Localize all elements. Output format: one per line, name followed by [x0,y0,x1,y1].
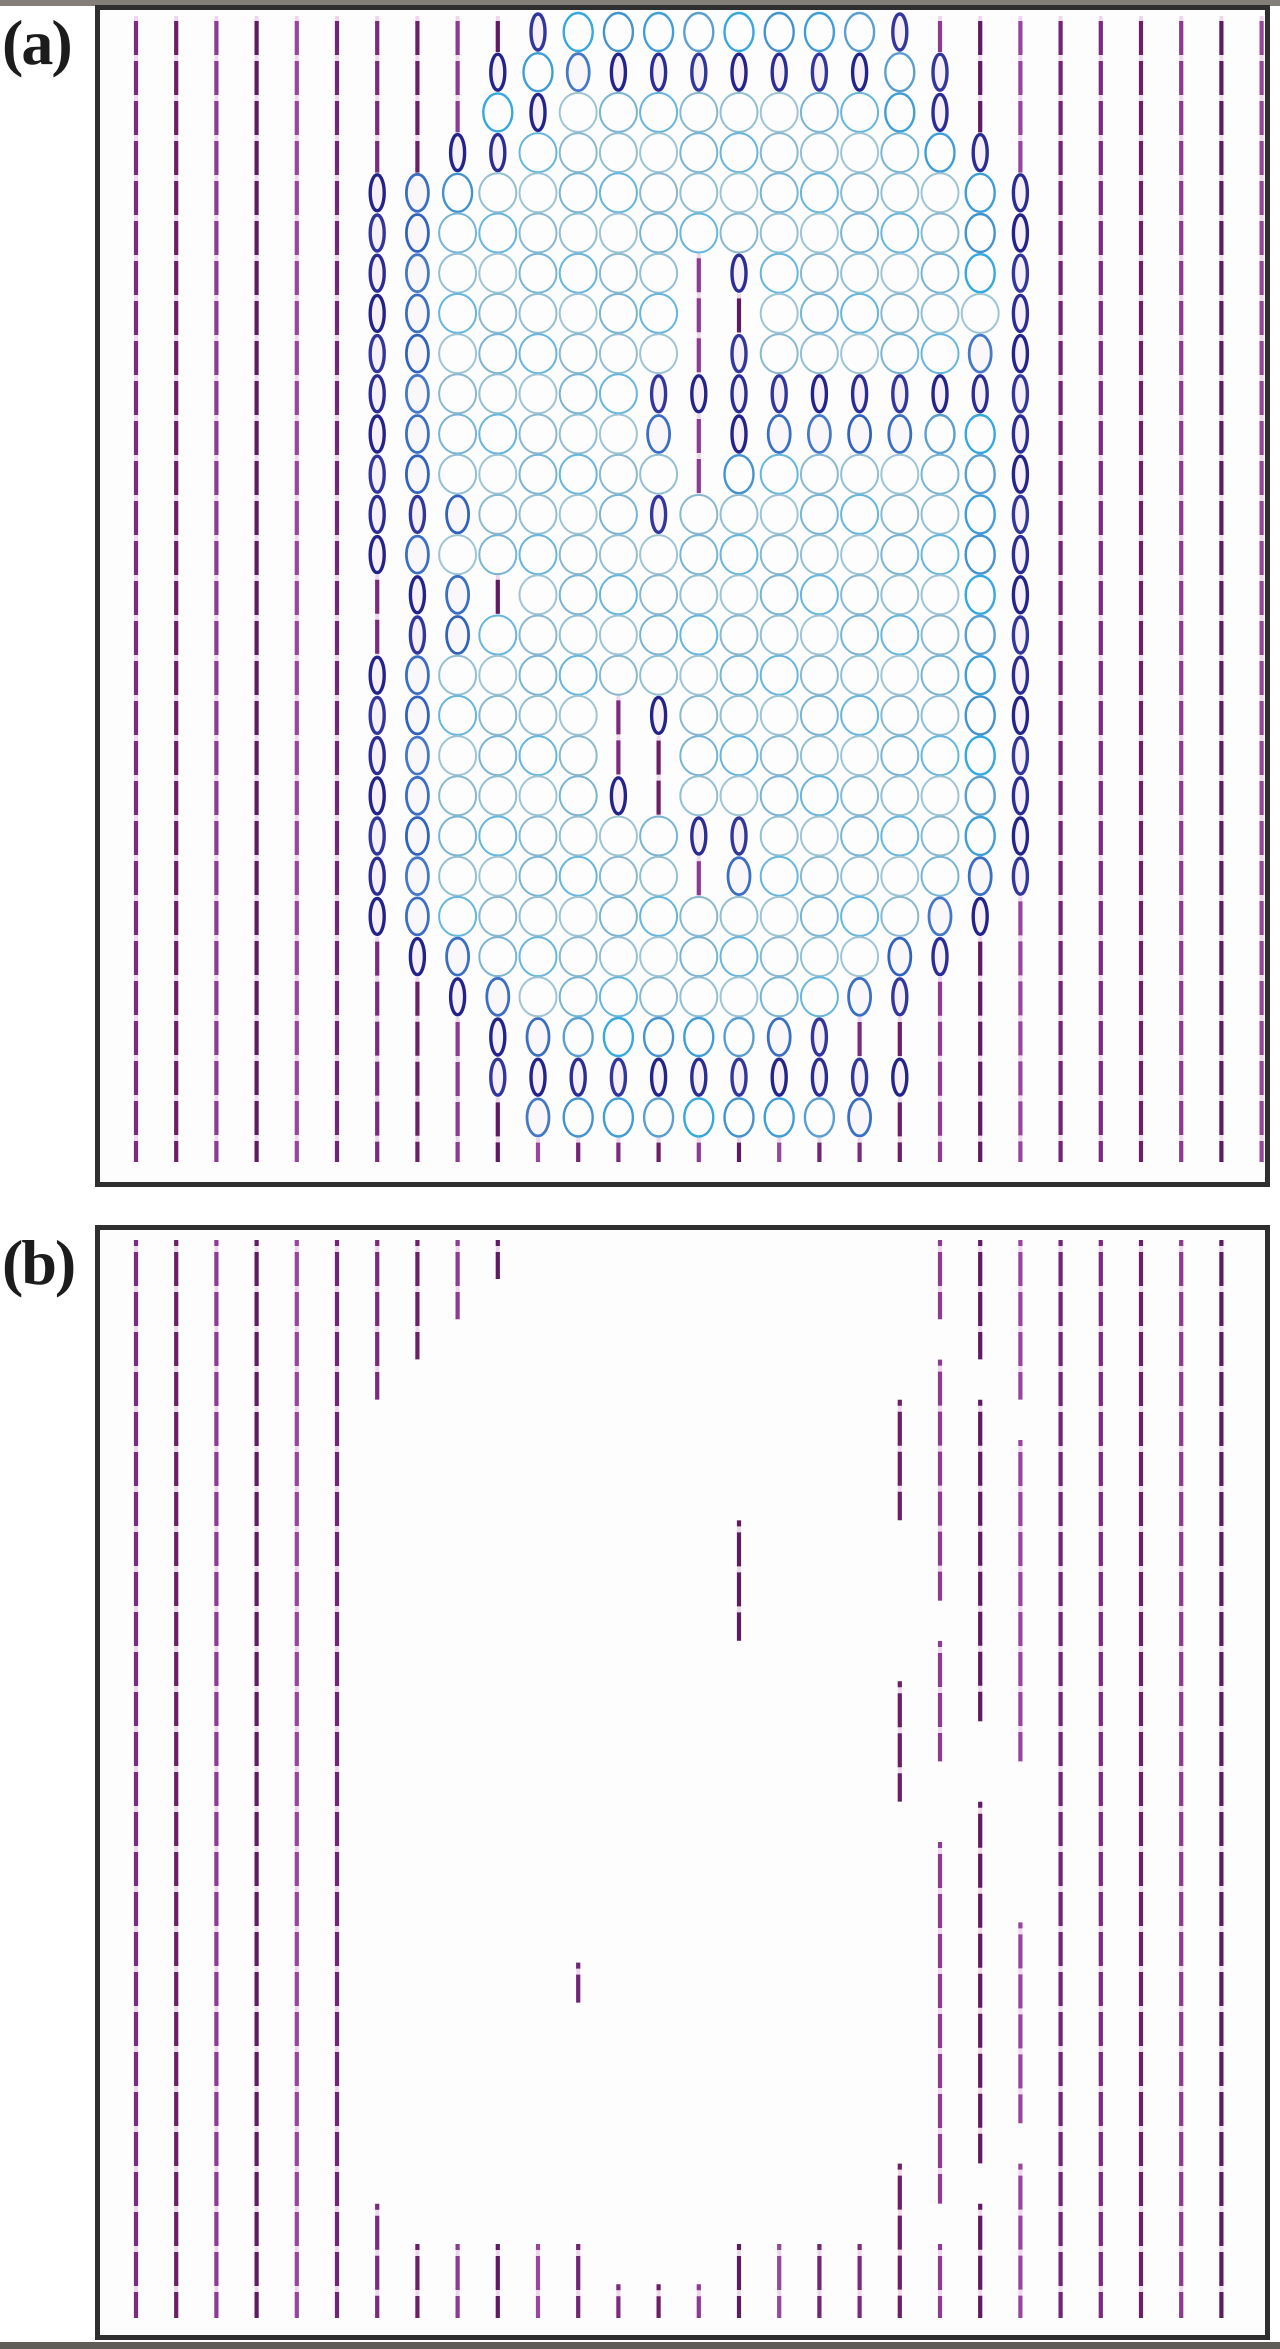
panel-a-label: (a) [2,7,73,78]
panel-a [95,5,1270,1187]
polarization-field-a [133,11,1264,1162]
image-bottom-strip [0,2342,1280,2349]
image-top-strip [0,0,1280,6]
polarization-field-b [133,1240,1224,2318]
panel-b [95,1225,1270,2340]
panel-b-label: (b) [2,1227,76,1298]
